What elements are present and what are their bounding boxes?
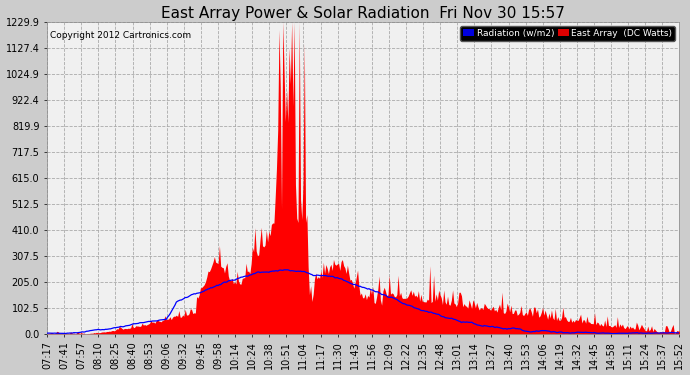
Title: East Array Power & Solar Radiation  Fri Nov 30 15:57: East Array Power & Solar Radiation Fri N…: [161, 6, 565, 21]
Text: Copyright 2012 Cartronics.com: Copyright 2012 Cartronics.com: [50, 31, 191, 40]
Legend: Radiation (w/m2), East Array  (DC Watts): Radiation (w/m2), East Array (DC Watts): [460, 26, 675, 40]
